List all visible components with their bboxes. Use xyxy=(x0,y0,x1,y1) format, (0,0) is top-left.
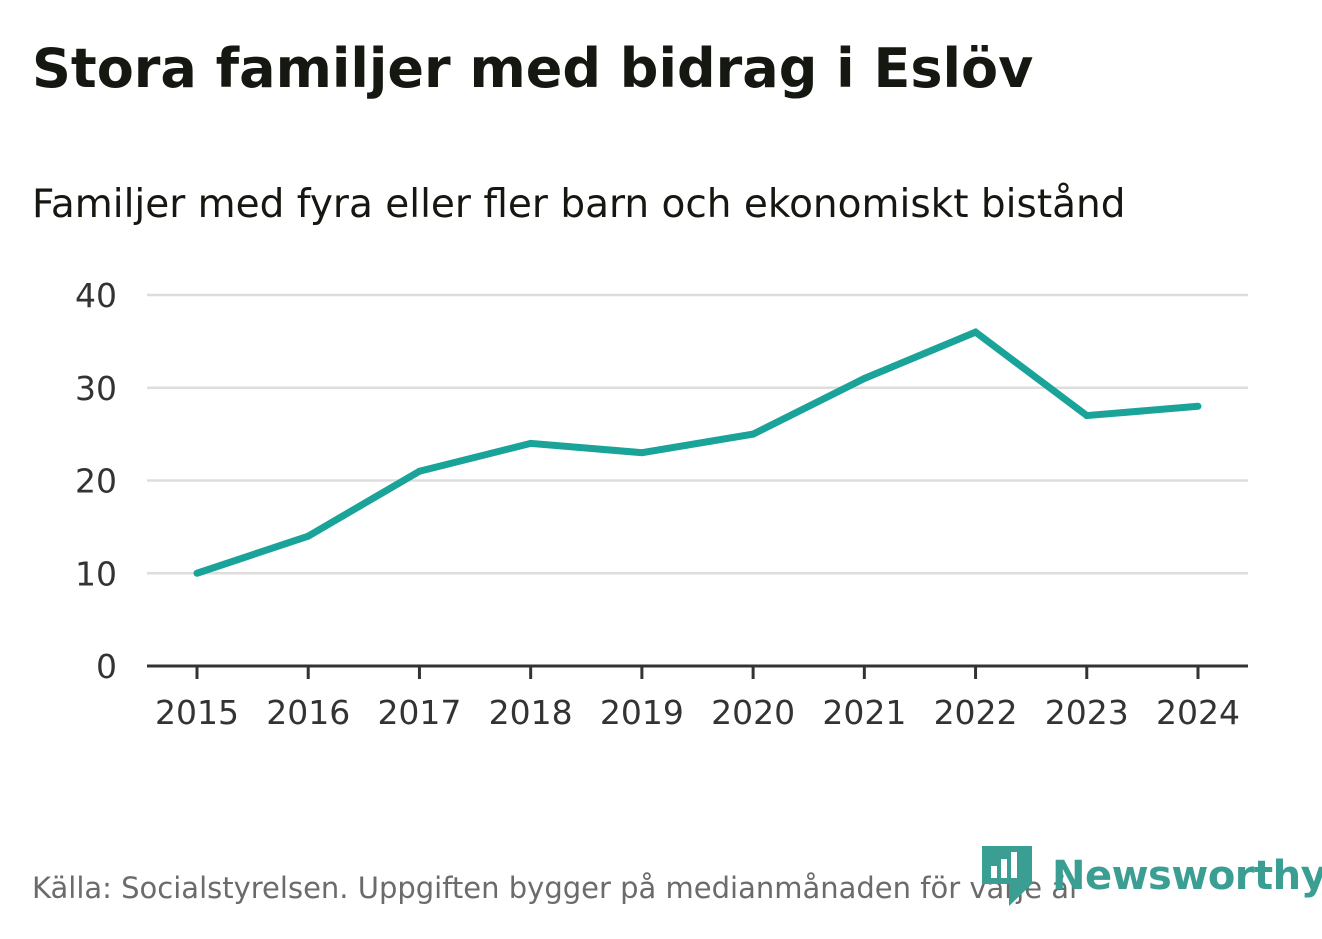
brand-name: Newsworthy xyxy=(1052,853,1322,899)
data-point-2017: 2017: 21 xyxy=(415,467,423,475)
chart-subtitle: Familjer med fyra eller fler barn och ek… xyxy=(32,182,1126,227)
data-points: 2015: 10 2016: 14 2017: 21 2018: 24 2019: 23… xyxy=(193,328,1202,577)
x-tick-label: 2016 xyxy=(266,693,350,732)
y-tick-label: 0 xyxy=(96,647,117,686)
x-tick-label: 2023 xyxy=(1045,693,1129,732)
data-point-2022: 2022: 36 xyxy=(972,328,980,336)
x-tick-label: 2022 xyxy=(934,693,1018,732)
source-note: Källa: Socialstyrelsen. Uppgiften bygger… xyxy=(32,871,1081,905)
brand-logo: Newsworthy xyxy=(982,846,1322,906)
y-tick-label: 30 xyxy=(75,369,117,408)
series-lines xyxy=(195,328,1199,577)
x-tick-label: 2021 xyxy=(822,693,906,732)
x-tick-label: 2017 xyxy=(377,693,461,732)
data-point-2018: 2018: 24 xyxy=(527,439,535,447)
y-tick-label: 10 xyxy=(75,554,117,593)
y-tick-label: 20 xyxy=(75,462,117,501)
y-tick-label: 40 xyxy=(75,276,117,315)
x-axis xyxy=(147,664,1248,679)
data-point-2015: 2015: 10 xyxy=(193,569,201,577)
chart-title: Stora familjer med bidrag i Eslöv xyxy=(32,37,1034,100)
data-point-2023: 2023: 27 xyxy=(1083,412,1091,420)
y-axis-labels: 0 10 20 30 40 xyxy=(75,276,117,686)
series-line xyxy=(195,328,1199,577)
x-axis-labels: 2015 2016 2017 2018 2019 2020 2021 2022 2023 2024 xyxy=(155,693,1240,732)
x-tick-label: 2018 xyxy=(489,693,573,732)
data-point-2021: 2021: 31 xyxy=(860,374,868,382)
x-tick-label: 2019 xyxy=(600,693,684,732)
x-tick-label: 2015 xyxy=(155,693,239,732)
gridlines xyxy=(147,293,1248,575)
data-point-2024: 2024: 28 xyxy=(1194,402,1202,410)
data-point-2020: 2020: 25 xyxy=(749,430,757,438)
x-tick-label: 2024 xyxy=(1156,693,1240,732)
data-point-2019: 2019: 23 xyxy=(638,449,646,457)
x-tick-label: 2020 xyxy=(711,693,795,732)
newsworthy-logo-icon xyxy=(982,846,1032,906)
data-point-2016: 2016: 14 xyxy=(304,532,312,540)
